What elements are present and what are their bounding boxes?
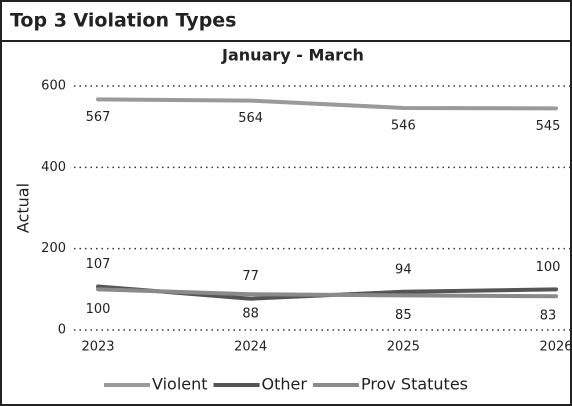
y-tick-label: 600 bbox=[41, 79, 66, 94]
data-label: 567 bbox=[86, 110, 111, 125]
data-label: 83 bbox=[540, 309, 557, 324]
y-tick-label: 200 bbox=[41, 241, 66, 256]
series-line bbox=[96, 97, 558, 111]
x-tick-label: 2023 bbox=[81, 340, 114, 355]
data-label: 77 bbox=[242, 269, 259, 284]
y-tick-label: 0 bbox=[58, 323, 66, 338]
data-label: 88 bbox=[242, 307, 259, 322]
data-label: 545 bbox=[536, 119, 561, 134]
y-axis-label: Actual bbox=[14, 183, 33, 233]
x-tick-label: 2025 bbox=[387, 340, 420, 355]
legend-label: Other bbox=[262, 375, 308, 394]
series-line bbox=[96, 287, 558, 299]
y-tick-label: 400 bbox=[41, 160, 66, 175]
chart-title: Top 3 Violation Types bbox=[10, 10, 237, 32]
data-label: 107 bbox=[86, 257, 111, 272]
x-tick-label: 2024 bbox=[234, 340, 267, 355]
x-tick-label: 2026 bbox=[539, 340, 572, 355]
data-label: 546 bbox=[391, 118, 416, 133]
legend-label: Violent bbox=[152, 375, 208, 394]
data-label: 100 bbox=[536, 260, 561, 275]
data-label: 85 bbox=[395, 308, 412, 323]
legend-label: Prov Statutes bbox=[361, 375, 468, 394]
chart-subtitle: January - March bbox=[221, 46, 364, 65]
data-label: 564 bbox=[238, 111, 263, 126]
data-label: 94 bbox=[395, 262, 412, 277]
data-label: 100 bbox=[86, 302, 111, 317]
